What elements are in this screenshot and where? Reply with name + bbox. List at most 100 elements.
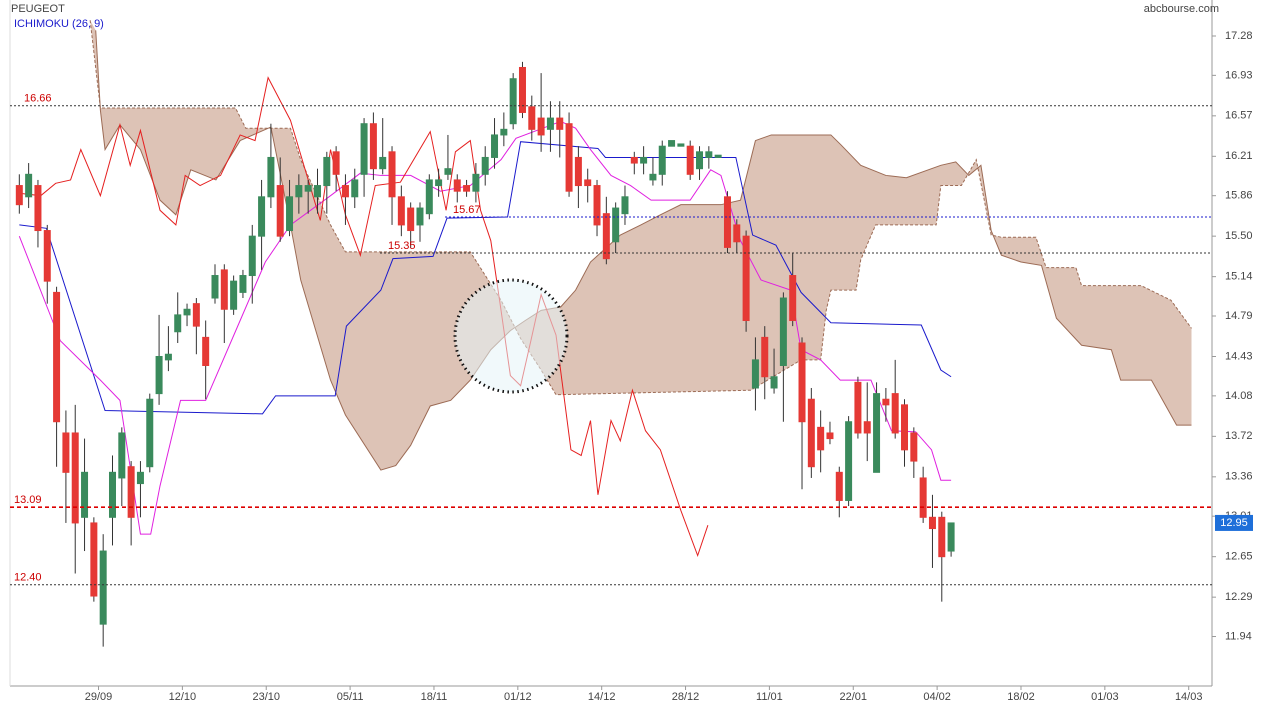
candle-body	[127, 466, 135, 518]
candle-body	[518, 66, 526, 113]
candle-body	[761, 336, 769, 378]
candle-body	[435, 179, 443, 187]
candle-body	[798, 342, 806, 423]
candle-body	[34, 185, 42, 232]
candle-body	[686, 145, 694, 175]
candle-body	[286, 196, 294, 232]
indicator-line	[20, 76, 709, 558]
candle-body	[668, 140, 676, 147]
y-tick-label: 12.65	[1225, 551, 1253, 563]
level-label: 16.66	[24, 93, 52, 105]
x-tick-label: 05/11	[337, 691, 364, 703]
candle-body	[789, 275, 797, 322]
x-tick-label: 23/10	[252, 691, 280, 703]
candle-body	[211, 275, 219, 299]
candle-body	[901, 404, 909, 451]
candle-body	[472, 173, 480, 192]
candle-body	[183, 308, 191, 316]
candle-body	[295, 185, 303, 198]
candle-body	[826, 432, 834, 440]
candle-body	[835, 471, 843, 501]
candle-body	[351, 179, 359, 198]
candle-body	[891, 393, 899, 434]
source: abcbourse.com	[1144, 3, 1219, 15]
y-tick-label: 12.29	[1225, 591, 1253, 603]
last-price-label: 12.95	[1220, 517, 1248, 529]
candle-body	[677, 143, 685, 147]
candle-body	[360, 123, 368, 175]
candle-body	[407, 207, 415, 232]
level-label: 13.09	[14, 494, 42, 506]
candle-body	[612, 207, 620, 243]
y-tick-label: 14.08	[1225, 390, 1253, 402]
x-tick-label: 18/11	[421, 691, 448, 703]
candle-body	[640, 156, 648, 164]
indicator-line	[19, 141, 952, 415]
candle-body	[174, 314, 182, 333]
candle-body	[854, 381, 862, 434]
candle-body	[751, 359, 759, 389]
candle-body	[43, 230, 51, 282]
y-tick-label: 16.21	[1225, 150, 1253, 162]
last-price-box	[1215, 514, 1253, 531]
candle-body	[882, 398, 890, 406]
x-tick-label: 01/03	[1091, 691, 1119, 703]
candle-body	[313, 185, 321, 198]
candle-body	[118, 432, 126, 479]
level-label: 15.67	[453, 204, 481, 216]
cloud-fill	[90, 20, 1192, 471]
candle-body	[25, 173, 33, 198]
candle-body	[873, 393, 881, 473]
candle-body	[369, 123, 377, 170]
candle-body	[239, 275, 247, 293]
candle-body	[649, 173, 657, 181]
candle-body	[947, 522, 955, 552]
candle-body	[938, 516, 946, 558]
candle-body	[453, 179, 461, 192]
x-tick-label: 14/03	[1175, 691, 1203, 703]
x-tick-label: 22/01	[839, 691, 867, 703]
candle-body	[53, 291, 61, 423]
candle-body	[108, 471, 116, 518]
candle-body	[444, 168, 452, 175]
candle-body	[15, 185, 23, 206]
candle-body	[463, 185, 471, 192]
candle-body	[481, 156, 489, 175]
candle-body	[546, 117, 554, 130]
candle-body	[99, 550, 107, 625]
candle-body	[733, 224, 741, 243]
candle-body	[528, 106, 536, 130]
candle-body	[742, 235, 750, 322]
candle-body	[388, 151, 396, 198]
y-tick-label: 13.72	[1225, 430, 1253, 442]
x-tick-label: 28/12	[672, 691, 700, 703]
y-tick-label: 15.86	[1225, 190, 1253, 202]
candle-body	[658, 145, 666, 175]
candle-body	[602, 213, 610, 260]
candle-body	[192, 303, 200, 327]
candle-body	[248, 235, 256, 277]
candle-body	[574, 156, 582, 187]
plot-area	[15, 20, 1192, 647]
candle-body	[332, 151, 340, 175]
candle-body	[537, 117, 545, 136]
chart-title: PEUGEOT	[11, 3, 65, 15]
y-tick-label: 14.79	[1225, 310, 1253, 322]
candle-body	[500, 128, 508, 136]
candle-body	[919, 477, 927, 518]
candle-body	[425, 179, 433, 215]
x-tick-label: 01/12	[504, 691, 532, 703]
x-tick-label: 14/12	[588, 691, 616, 703]
x-tick-label: 18/02	[1007, 691, 1035, 703]
candle-body	[341, 185, 349, 198]
candle-body	[202, 336, 210, 366]
y-tick-label: 16.93	[1225, 69, 1253, 81]
candle-body	[863, 421, 871, 434]
candle-body	[71, 432, 79, 524]
candle-body	[714, 154, 722, 158]
candle-body	[81, 471, 89, 518]
candle-body	[621, 196, 629, 215]
x-tick-label: 11/01	[756, 691, 783, 703]
candle-body	[146, 398, 154, 468]
level-label: 12.40	[14, 572, 42, 584]
